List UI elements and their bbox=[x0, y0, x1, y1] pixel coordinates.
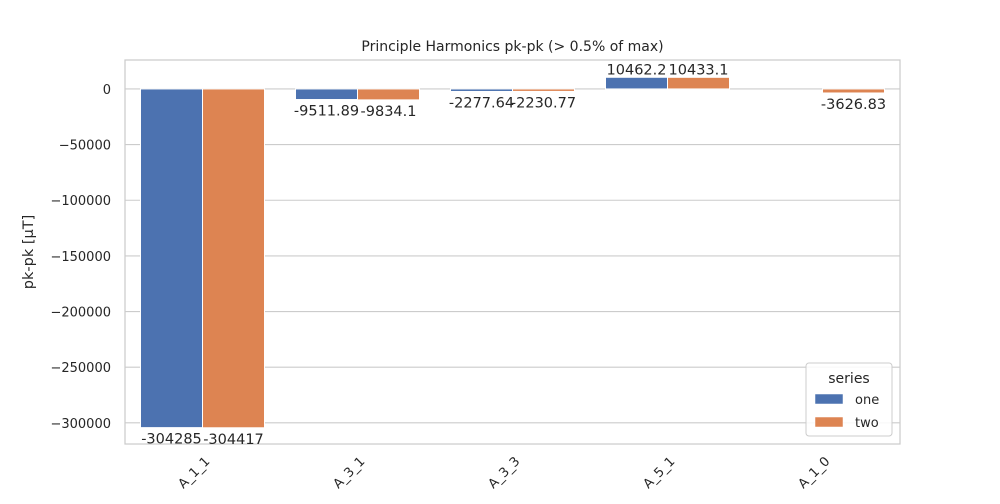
y-tick-labels: 0 −50000 −100000 −150000 −200000 −250000 −3000… bbox=[50, 83, 111, 432]
data-label-two: -3626.83 bbox=[821, 97, 886, 113]
legend-title: series bbox=[828, 371, 869, 387]
legend-swatch-one bbox=[814, 393, 844, 405]
y-tick-label: −300000 bbox=[50, 417, 111, 432]
data-label-two: 10433.1 bbox=[669, 62, 729, 78]
y-tick-label: −200000 bbox=[50, 306, 111, 321]
legend-label-two: two bbox=[855, 416, 879, 431]
data-label-two: -304417 bbox=[203, 432, 264, 448]
chart-title: Principle Harmonics pk-pk (> 0.5% of max… bbox=[361, 39, 663, 55]
bar-two bbox=[667, 76, 730, 90]
data-label-one: -304285 bbox=[141, 432, 202, 448]
data-label-one: -9511.89 bbox=[294, 104, 359, 120]
data-label-two: -9834.1 bbox=[361, 104, 417, 120]
bar-two bbox=[512, 88, 575, 92]
legend-label-one: one bbox=[855, 393, 879, 408]
y-tick-label: −50000 bbox=[59, 139, 111, 154]
bar-two bbox=[822, 88, 885, 94]
data-label-one: 10462.2 bbox=[607, 62, 667, 78]
data-labels: -304285 -9511.89 -2277.64 10462.2 -304417 -98… bbox=[141, 62, 886, 447]
axes-frame bbox=[124, 59, 901, 445]
y-tick-label: −150000 bbox=[50, 250, 111, 265]
data-label-one: -2277.64 bbox=[449, 95, 514, 111]
bar-one bbox=[605, 76, 668, 90]
data-label-two: -2230.77 bbox=[511, 95, 576, 111]
bar-one bbox=[140, 88, 203, 429]
bar-one bbox=[450, 88, 513, 92]
bar-one bbox=[295, 88, 358, 101]
y-tick-label: −100000 bbox=[50, 194, 111, 209]
bar-two bbox=[202, 88, 265, 429]
legend-swatch-two bbox=[814, 416, 844, 428]
y-tick-label: −250000 bbox=[50, 361, 111, 376]
legend[interactable]: series one two bbox=[805, 362, 893, 437]
y-tick-label: 0 bbox=[103, 83, 111, 98]
y-axis-label: pk-pk [µT] bbox=[21, 215, 37, 289]
bars bbox=[140, 76, 885, 429]
bar-two bbox=[357, 88, 420, 101]
